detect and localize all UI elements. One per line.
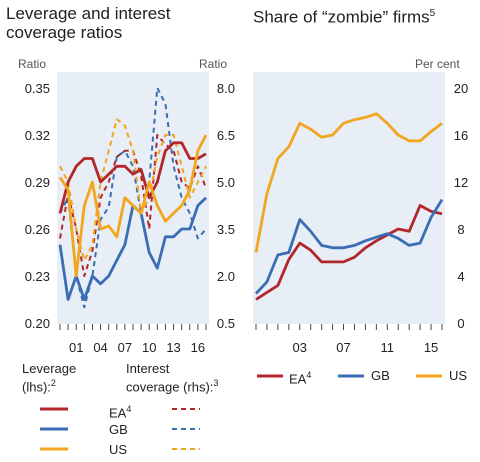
left-series-us-solid <box>58 134 208 278</box>
share-x-tick-label: 07 <box>336 340 350 355</box>
legend-coverage-line2: coverage (rhs): <box>126 379 214 395</box>
left-x-tick-label: 04 <box>93 340 107 355</box>
right-y-tick-label: 2.0 <box>217 269 235 284</box>
legend-leverage-line2: (lhs): <box>22 379 51 395</box>
right-y-tick-label: 0.5 <box>217 316 235 331</box>
right-legend-ea-text: EA <box>289 371 307 387</box>
left-x-tick-label: 07 <box>118 340 132 355</box>
left-title-line1: Leverage and interest <box>6 4 171 23</box>
share-y-tick-label: 0 <box>457 316 464 331</box>
right-chart-title: Share of “zombie” firms5 <box>253 4 435 27</box>
share-x-tick-label: 03 <box>293 340 307 355</box>
legend-ea-sup: 4 <box>126 404 132 414</box>
right-title-text: Share of “zombie” firms <box>253 7 430 27</box>
legend-ea-label: EA4 <box>109 402 131 420</box>
legend-ea-text: EA <box>109 405 127 421</box>
left-series-gb-dashed <box>59 87 207 309</box>
left-x-tick-label: 13 <box>166 340 180 355</box>
left-axis-unit: Ratio <box>18 57 47 71</box>
legend-coverage-line1: Interest <box>126 361 170 376</box>
share-y-tick-label: 12 <box>454 175 468 190</box>
legend-coverage-label: Interest coverage (rhs):3 <box>126 361 218 394</box>
right-legend-ea-label: EA4 <box>289 368 311 386</box>
left-y-tick-label: 0.20 <box>25 316 50 331</box>
share-x-tick-label: 15 <box>424 340 438 355</box>
share-series-us <box>254 112 443 253</box>
right-y-tick-label: 8.0 <box>217 81 235 96</box>
share-y-tick-label: 8 <box>457 222 464 237</box>
left-y-tick-label: 0.26 <box>25 222 50 237</box>
share-series-ea <box>255 204 443 301</box>
legend-leverage-line1: Leverage <box>22 361 77 376</box>
left-y-tick-label: 0.35 <box>25 81 50 96</box>
right-panel-bg <box>253 72 445 324</box>
right-legend-us-label: US <box>449 368 468 383</box>
legend-us-label: US <box>109 442 128 457</box>
left-x-tick-label: 16 <box>191 340 205 355</box>
left-y-tick-label: 0.32 <box>25 128 50 143</box>
right-legend-ea-sup: 4 <box>306 370 312 380</box>
share-y-tick-label: 20 <box>454 81 468 96</box>
left-panel-bg <box>57 72 209 324</box>
legend-coverage-sup: 3 <box>213 378 219 388</box>
left-series-us-dashed <box>59 118 207 262</box>
left-x-tick-label: 01 <box>69 340 83 355</box>
share-y-tick-label: 4 <box>457 269 464 284</box>
legend-leverage-sup: 2 <box>50 378 56 388</box>
left-x-tick-label: 10 <box>142 340 156 355</box>
right-axis-unit: Ratio <box>199 57 228 71</box>
left-y-tick-label: 0.23 <box>25 269 50 284</box>
left-title-line2: coverage ratios <box>6 23 123 42</box>
left-series-ea-solid <box>58 141 207 214</box>
right-panel: 20 16 12 8 4 0 03 07 11 15 <box>254 81 468 355</box>
left-panel: 0.35 0.32 0.29 0.26 0.23 0.20 8.0 6.5 5.0 3.5 2.0 0… <box>25 81 235 355</box>
share-series-gb <box>254 198 444 295</box>
right-y-tick-label: 5.0 <box>217 175 235 190</box>
legend-swatches <box>40 374 442 451</box>
share-y-tick-label: 16 <box>454 128 468 143</box>
right-y-tick-label: 6.5 <box>217 128 235 143</box>
share-axis-unit: Per cent <box>415 57 460 71</box>
legend-leverage-label: Leverage (lhs):2 <box>22 361 76 394</box>
legend-gb-label: GB <box>109 422 128 437</box>
right-title-sup: 5 <box>429 8 436 19</box>
left-chart-title: Leverage and interest coverage ratios <box>6 4 170 42</box>
right-y-tick-label: 3.5 <box>217 222 235 237</box>
left-y-tick-label: 0.29 <box>25 175 50 190</box>
share-x-tick-label: 11 <box>381 340 395 355</box>
right-legend-gb-label: GB <box>371 368 390 383</box>
